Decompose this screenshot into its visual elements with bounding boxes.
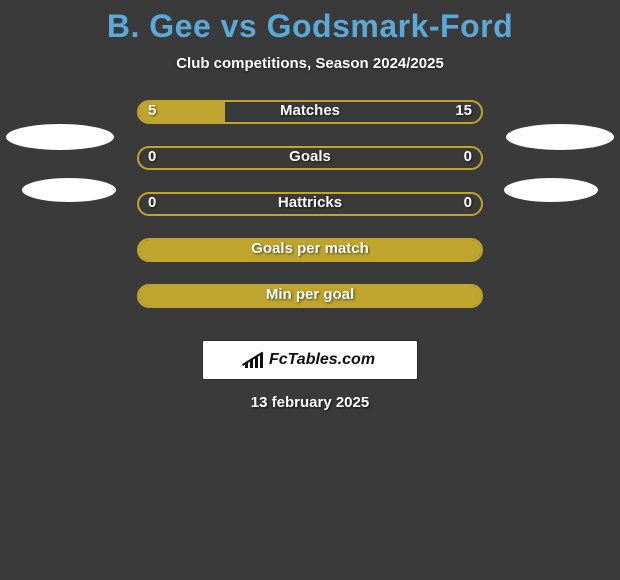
stat-row: Goals 0 0 <box>0 146 620 192</box>
stat-label: Hattricks <box>278 194 342 211</box>
stat-value-left: 0 <box>148 148 156 165</box>
stats-container: Matches 5 15 Goals 0 0 Hattricks 0 0 Goals per ma… <box>0 100 620 330</box>
stat-row: Hattricks 0 0 <box>0 192 620 238</box>
stat-label: Goals per match <box>251 240 369 257</box>
chart-icon <box>245 352 263 368</box>
brand-text: FcTables.com <box>269 351 375 369</box>
page-title: B. Gee vs Godsmark-Ford <box>0 0 620 45</box>
brand-badge[interactable]: FcTables.com <box>202 340 418 380</box>
stat-row: Goals per match <box>0 238 620 284</box>
stat-row: Min per goal <box>0 284 620 330</box>
stat-row: Matches 5 15 <box>0 100 620 146</box>
date-label: 13 february 2025 <box>0 394 620 411</box>
stat-value-right: 0 <box>464 194 472 211</box>
stat-label: Goals <box>289 148 331 165</box>
stat-value-left: 5 <box>148 102 156 119</box>
stat-value-right: 15 <box>455 102 472 119</box>
stat-label: Matches <box>280 102 340 119</box>
stat-value-left: 0 <box>148 194 156 211</box>
page-subtitle: Club competitions, Season 2024/2025 <box>0 55 620 72</box>
stat-label: Min per goal <box>266 286 354 303</box>
stat-value-right: 0 <box>464 148 472 165</box>
